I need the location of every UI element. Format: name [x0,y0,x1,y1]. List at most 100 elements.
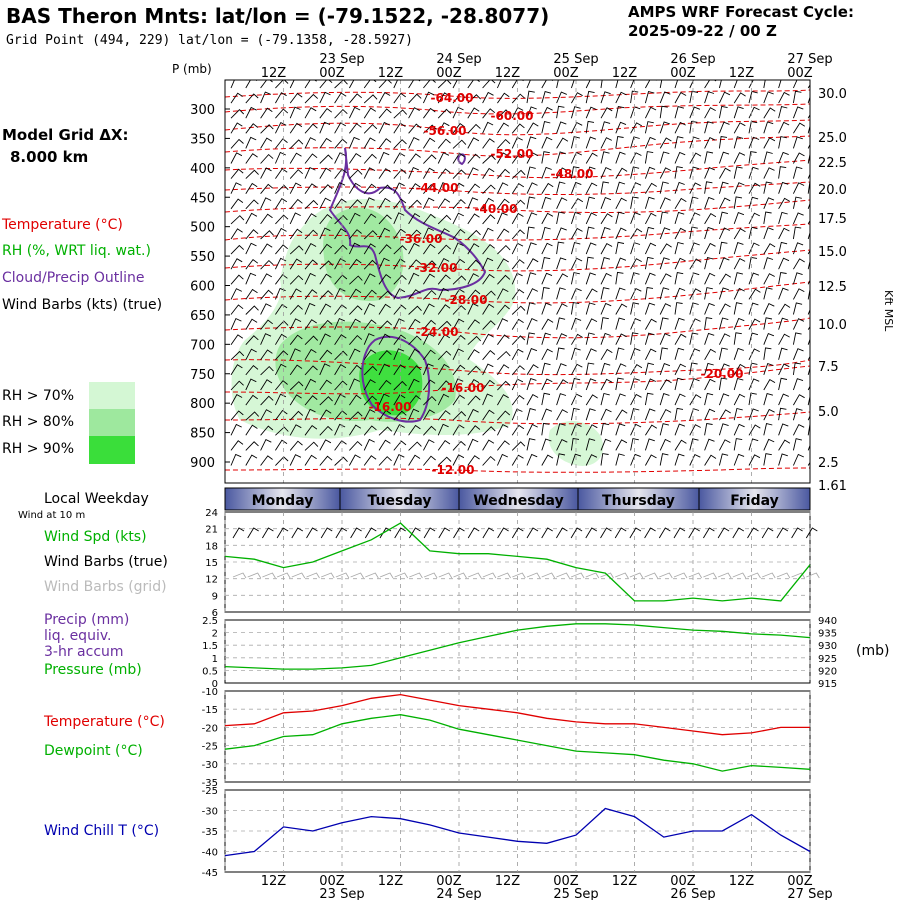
wind-barb [793,122,806,134]
wind-barb [704,348,717,361]
wind-barb [334,423,346,436]
wind-barb [437,92,450,104]
wind-barb [763,287,773,300]
wind-barb [659,303,672,315]
wind-barb [497,168,510,179]
wind-barb [763,393,774,406]
wind-barb [704,121,714,134]
wind-barb [482,455,496,466]
wind-barb [541,182,554,194]
wind-barb [378,273,392,285]
wind-barb [437,182,449,194]
wind-barb [511,259,525,270]
wind-speed-tick-12: 12 [205,575,218,586]
bottom-date-tick-3: 26 Sep [670,887,715,900]
wind-barb [467,349,480,361]
wind-barb [349,424,362,436]
wind-barb [245,80,258,89]
wind-barb [644,348,657,361]
wind-barb [230,198,244,210]
wind-barb [511,212,524,225]
wind-barb [289,245,304,255]
precip-tick-1: 2 [212,629,218,640]
wind-barb [437,363,450,376]
wind-barb [644,151,654,164]
station-title: BAS Theron Mnts: lat/lon = (-79.1522, -2… [6,4,550,28]
wind-barb [645,454,657,466]
wind-barb [304,259,318,270]
wind-barb [778,303,791,315]
wind-barb [600,213,613,225]
wind-barb [260,183,274,194]
surface-wind-barb-grid [321,572,335,579]
wind-barb [630,212,641,225]
wind-barb [615,287,626,300]
wind-barb [319,154,333,164]
wind-barb [496,453,508,466]
wind-barb [304,424,318,436]
wind-barb [393,304,407,315]
wind-barb [659,227,671,240]
surface-wind-barb-true [438,527,451,539]
wind-barb [408,137,420,149]
wind-barb [674,407,684,421]
wind-barb [482,257,494,270]
pressure-tick-400: 400 [190,162,215,177]
wind-barb [763,167,775,179]
wind-barb [452,169,467,179]
wind-barb [245,378,257,391]
wind-barb [644,392,654,406]
wind-barb [378,214,392,225]
wind-barb [452,93,466,104]
wind-barb [260,137,273,149]
wind-barb [556,393,567,406]
wind-barb [334,456,348,466]
legend-wind-barbs: Wind Barbs (kts) (true) [2,297,163,313]
kft-tick-10: 2.5 [818,456,839,471]
wind-barb [763,363,774,376]
wind-barb [260,289,274,300]
wind-barb [600,317,609,330]
bottom-hour-tick-0: 12Z [261,874,287,889]
kft-tick-6: 12.5 [818,280,847,295]
wind-barb [260,259,274,270]
wind-barb [319,197,331,210]
wind-barb [452,228,466,240]
wind-barb [393,152,406,164]
temperature-contour-2 [225,119,810,136]
wind-barb [437,152,450,164]
wind-barb [556,423,566,436]
wind-barb [304,107,317,119]
wind-barb [408,408,420,421]
wind-barb [304,93,319,104]
wind-barb [763,243,776,255]
wind-barb [423,213,436,225]
wind-barb [571,227,583,240]
wind-barb [437,333,451,345]
wind-barb [600,167,612,179]
wind-barb [630,288,642,300]
wind-barb [304,213,317,225]
wind-barb [319,80,333,89]
wind-barb [778,333,790,345]
temp-tick--35: -35 [202,778,218,789]
wind-barb [274,393,287,406]
wind-barb [689,120,698,134]
weekday-label-2: Wednesday [473,493,563,509]
wind-barb [511,169,526,179]
wind-barb [393,109,408,119]
wind-barb [659,453,669,466]
wind-barb [423,395,437,406]
wind-barb [467,167,479,179]
temperature-contour-label-5: -44.00 [416,181,459,195]
wind-barb [349,411,363,421]
wind-barb [319,121,331,134]
wind-barb [275,363,287,376]
wind-barb [348,348,361,361]
top-hour-tick-4: 12Z [495,66,521,81]
wind-barb [319,455,333,466]
wind-barb [245,229,259,240]
wind-barb [275,380,288,391]
wind-barb [408,394,421,406]
wind-barb [245,305,259,315]
